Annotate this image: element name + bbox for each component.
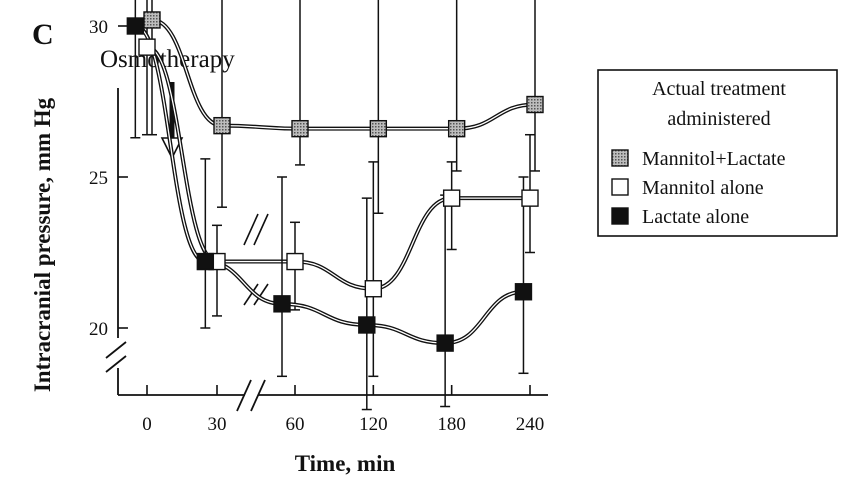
line-break-mark xyxy=(253,213,269,246)
legend-marker xyxy=(611,149,629,167)
data-point xyxy=(514,283,533,301)
data-point xyxy=(521,189,539,207)
data-point xyxy=(286,252,304,271)
legend-label: Mannitol alone xyxy=(642,177,764,199)
series-line-inner xyxy=(151,19,536,130)
data-point xyxy=(273,295,291,313)
x-tick-label: 180 xyxy=(437,414,466,435)
data-point xyxy=(364,280,383,298)
data-point xyxy=(442,189,461,207)
x-axis-break-mark xyxy=(236,379,252,412)
line-break-mark xyxy=(253,283,269,306)
y-axis-title: Intracranial pressure, mm Hg xyxy=(30,97,55,392)
legend-label: Mannitol+Lactate xyxy=(642,148,786,170)
x-axis-break-mark xyxy=(250,379,266,412)
data-point xyxy=(358,316,376,334)
y-tick-label: 30 xyxy=(89,17,108,38)
legend-title-line1: Actual treatment xyxy=(652,78,786,100)
panel-letter: C xyxy=(32,18,54,51)
x-tick-label: 120 xyxy=(359,414,388,435)
data-point xyxy=(196,252,215,271)
legend-marker xyxy=(611,207,629,225)
data-point xyxy=(436,334,454,352)
data-point xyxy=(291,119,309,138)
data-point xyxy=(369,119,388,138)
data-point xyxy=(126,17,145,35)
line-break-mark xyxy=(243,213,259,246)
series-line xyxy=(151,17,536,131)
legend: Actual treatment administered Mannitol+L… xyxy=(597,69,838,237)
legend-box xyxy=(597,69,838,237)
data-point xyxy=(213,116,231,135)
y-tick-label: 25 xyxy=(89,168,108,189)
data-point xyxy=(138,38,156,56)
data-point xyxy=(526,95,544,114)
series-line xyxy=(146,45,530,291)
legend-title-line2: administered xyxy=(667,108,770,130)
x-axis-title: Time, min xyxy=(295,451,396,476)
legend-label: Lactate alone xyxy=(642,206,749,228)
x-tick-label: 60 xyxy=(286,414,305,435)
x-tick-label: 240 xyxy=(516,414,545,435)
y-axis-break-mark xyxy=(105,341,127,359)
data-point xyxy=(447,119,466,138)
legend-marker xyxy=(611,178,629,196)
y-tick-label: 20 xyxy=(89,319,108,340)
series-line-inner xyxy=(135,25,524,344)
line-break-mark xyxy=(243,283,259,306)
x-tick-label: 30 xyxy=(208,414,227,435)
data-point xyxy=(143,11,161,29)
series-line xyxy=(134,24,524,346)
y-axis-break-mark xyxy=(105,355,127,373)
x-tick-label: 0 xyxy=(142,414,152,435)
osmotherapy-annotation: Osmotherapy xyxy=(100,46,235,73)
